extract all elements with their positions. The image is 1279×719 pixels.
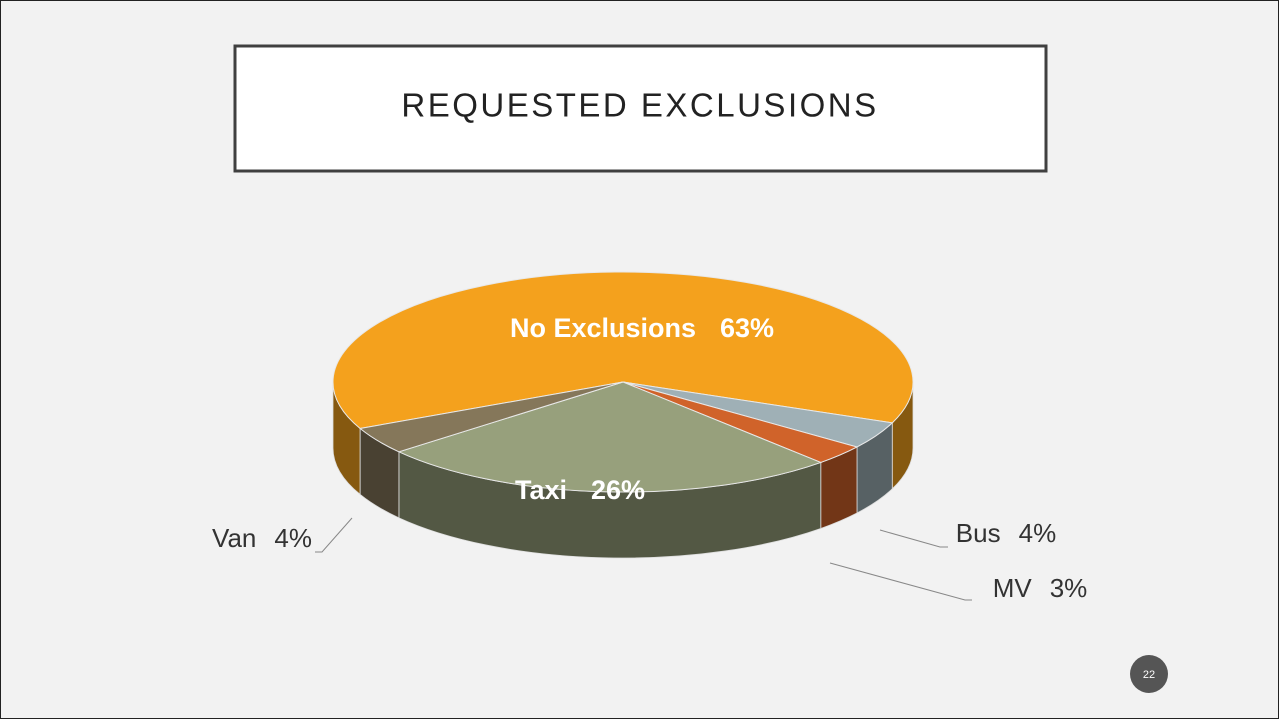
data-label: MV 3% — [993, 573, 1088, 603]
leader-line — [829, 562, 972, 601]
category-label: Taxi — [515, 475, 567, 505]
data-label: Bus 4% — [956, 518, 1056, 548]
page-number-badge — [1130, 655, 1168, 693]
pie-chart: No Exclusions 63% Bus 4% MV 3% Taxi 26% Van 4% — [212, 271, 1088, 603]
value-label: 26% — [591, 475, 645, 505]
data-label: Van 4% — [212, 523, 312, 553]
data-label: Taxi 26% — [515, 475, 645, 505]
chart-title: REQUESTED EXCLUSIONS — [401, 87, 878, 124]
category-label: MV — [993, 573, 1033, 603]
category-label: Van — [212, 523, 256, 553]
slice — [332, 271, 914, 430]
value-label: 4% — [274, 523, 312, 553]
page-number: 22 — [1143, 669, 1155, 681]
slice — [359, 381, 624, 453]
value-label: 4% — [1019, 518, 1057, 548]
title-box — [233, 44, 1048, 173]
data-label: No Exclusions 63% — [510, 313, 774, 343]
leader-line — [879, 529, 948, 548]
category-label: Bus — [956, 518, 1001, 548]
value-label: 63% — [720, 313, 774, 343]
category-label: No Exclusions — [510, 313, 696, 343]
slice — [397, 381, 823, 493]
leader-line — [315, 517, 353, 553]
value-label: 3% — [1050, 573, 1088, 603]
